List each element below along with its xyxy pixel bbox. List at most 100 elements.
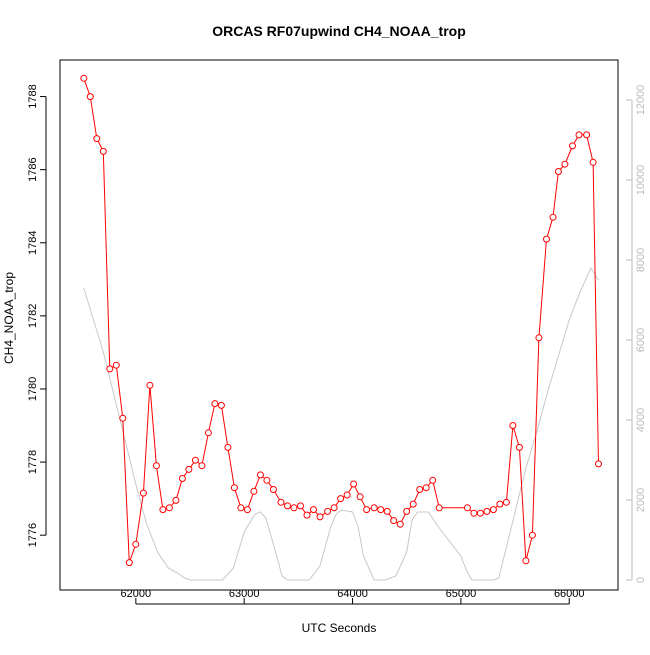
ch4-point [80,74,88,82]
y-axis-label: CH4_NOAA_trop [2,272,16,364]
ch4-point [230,484,238,492]
x-axis-label: UTC Seconds [302,621,377,635]
ch4-point [125,559,133,567]
ch4-point [522,557,530,565]
y2-tick-label-0: 0 [635,577,647,583]
ch4-point [489,506,497,514]
ch4-point [343,491,351,499]
y-tick-label-1784: 1784 [27,231,39,255]
x-tick-label-66000: 66000 [554,588,585,600]
ch4-point [409,500,417,508]
ch4-point [502,498,510,506]
ch4-point [198,462,206,470]
y2-tick-label-6000: 6000 [635,328,647,352]
ch4-point [356,493,364,501]
y-tick-label-1782: 1782 [27,304,39,328]
ch4-point [106,365,114,373]
ch4-point [178,475,186,482]
plot-frame [59,59,619,591]
y-tick-label-1780: 1780 [27,377,39,401]
ch4-point [561,160,569,168]
ch4-point [496,500,504,508]
ch4-point [243,506,251,514]
ch4-point [324,507,332,515]
ch4-point [303,511,311,519]
ch4-point [383,507,391,515]
ch4-point [217,401,225,409]
ch4-point [363,506,371,514]
ch4-point [350,480,358,488]
x-tick-label-62000: 62000 [121,588,152,600]
ch4-point [569,142,576,150]
ch4-point [152,462,160,470]
ch4-point [119,414,127,422]
ch4-point [224,443,232,451]
ch4-point [595,460,602,468]
ch4-point [396,520,404,528]
ch4-point [269,486,277,493]
ch4-point [86,93,94,101]
altitude-layer [83,266,599,581]
ch4-point [139,489,147,497]
ch4-point [284,502,291,510]
ch4-point [535,334,543,342]
ch4-point [543,235,550,243]
ch4-point [290,504,298,512]
altitude-series-line [83,266,599,581]
ch4-point [554,168,562,175]
ch4-point [528,531,536,539]
x-tick-label-65000: 65000 [446,588,477,600]
ch4-point [263,476,271,484]
ch4-point [185,465,193,473]
ch4-point [589,158,597,166]
ch4-point [429,476,437,484]
ch4-point [549,213,557,221]
axes-layer: 62000 63000 64000 65000 66000 1776 1778 1780 178… [27,84,647,605]
ch4-layer [80,74,602,567]
y-tick-label-1776: 1776 [27,523,39,547]
y2-tick-label-2000: 2000 [635,488,647,512]
ch4-point [470,509,478,517]
ch4-point [483,507,491,515]
chart-title: ORCAS RF07upwind CH4_NOAA_trop [212,23,466,39]
ch4-point [99,147,107,155]
ch4-point [390,517,398,525]
ch4-point [256,471,264,479]
ch4-point [172,496,180,504]
y-tick-label-1788: 1788 [27,84,39,108]
ch4-point [515,443,523,451]
ch4-point [377,506,385,514]
ch4-point [93,135,101,143]
ch4-point [476,509,484,517]
ch4-point [337,495,345,503]
y2-tick-label-4000: 4000 [635,408,647,432]
ch4-point [416,486,424,493]
ch4-point [132,540,140,548]
x-tick-label-63000: 63000 [229,588,260,600]
ch4-point [316,513,324,521]
ch4-point [159,506,167,514]
ch4-point [165,504,173,512]
y2-tick-label-12000: 12000 [635,85,647,116]
ch4-point [310,506,317,514]
y2-tick-label-8000: 8000 [635,248,647,272]
ch4-point [403,507,411,515]
ch4-point [277,498,285,506]
ch4-point [112,361,120,369]
ch4-point [330,504,338,512]
ch4-point [509,422,517,429]
ch4-point [237,504,245,512]
ch4-point [191,456,199,464]
ch4-point [211,400,219,408]
ch4-series-line [83,78,599,563]
y2-tick-label-10000: 10000 [635,165,647,196]
ch4-point [250,487,258,495]
ch4-point [583,131,591,139]
ch4-point [435,504,443,512]
ch4-point [463,504,471,512]
ch4-point [297,502,304,510]
ch4-point [204,429,212,437]
ch4-point [146,381,154,389]
